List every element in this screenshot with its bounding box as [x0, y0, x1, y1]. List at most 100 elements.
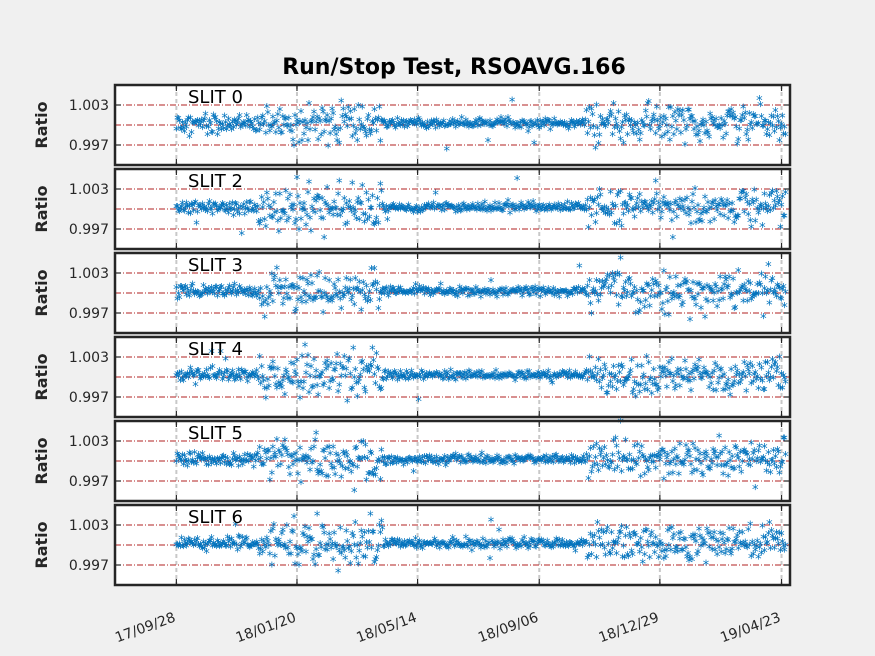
data-point: * [500, 117, 507, 132]
data-point: * [207, 204, 214, 219]
x-tick-label: 18/01/20 [234, 610, 299, 647]
data-point: * [443, 145, 450, 160]
data-point: * [198, 116, 205, 131]
data-point: * [251, 288, 258, 303]
panel-slit-1: ****************************************… [32, 167, 792, 251]
data-point: * [591, 131, 598, 146]
data-point: * [279, 283, 286, 298]
data-point: * [645, 99, 652, 114]
data-point: * [514, 287, 521, 302]
data-point: * [437, 119, 444, 134]
data-point: * [659, 208, 666, 223]
data-point: * [406, 287, 413, 302]
data-point: * [602, 122, 609, 137]
data-point: * [323, 200, 330, 215]
data-point: * [536, 284, 543, 299]
data-point: * [493, 119, 500, 134]
data-point: * [699, 119, 706, 134]
data-point: * [496, 287, 503, 302]
data-point: * [659, 132, 666, 147]
data-point: * [399, 203, 406, 218]
data-point: * [449, 118, 456, 133]
data-point: * [544, 206, 551, 221]
data-point: * [627, 194, 634, 209]
data-point: * [529, 122, 536, 137]
data-point: * [455, 206, 462, 221]
data-point: * [439, 289, 446, 304]
y-axis-label: Ratio [32, 437, 51, 484]
data-point: * [211, 113, 218, 128]
data-point: * [389, 116, 396, 131]
data-point: * [718, 114, 725, 129]
data-point: * [334, 292, 341, 307]
panel-border [113, 167, 792, 251]
data-point: * [267, 127, 274, 142]
data-point: * [257, 294, 264, 309]
data-point: * [344, 218, 351, 233]
data-point: * [576, 202, 583, 217]
data-point: * [204, 207, 211, 222]
data-point: * [655, 117, 662, 132]
data-point: * [303, 123, 310, 138]
data-point: * [177, 123, 184, 138]
data-point: * [599, 205, 606, 220]
data-point: * [628, 116, 635, 131]
data-point: * [352, 206, 359, 221]
data-point: * [176, 207, 183, 222]
data-point: * [224, 122, 231, 137]
data-point: * [697, 137, 704, 152]
data-point: * [391, 286, 398, 301]
data-point: * [770, 113, 777, 128]
data-point: * [441, 205, 448, 220]
data-point: * [177, 282, 184, 297]
data-point: * [413, 202, 420, 217]
data-point: * [312, 294, 319, 309]
data-point: * [209, 288, 216, 303]
data-point: * [200, 204, 207, 219]
data-point: * [321, 233, 328, 248]
data-point: * [401, 204, 408, 219]
data-point: * [601, 202, 608, 217]
data-point: * [750, 110, 757, 125]
data-point: * [284, 121, 291, 136]
data-point: * [426, 120, 433, 135]
data-point: * [240, 118, 247, 133]
data-point: * [362, 128, 369, 143]
data-point: * [462, 203, 469, 218]
data-point: * [325, 202, 332, 217]
data-point: * [671, 130, 678, 145]
data-point: * [326, 209, 333, 224]
data-point: * [280, 112, 287, 127]
data-point: * [719, 121, 726, 136]
data-point: * [660, 118, 667, 133]
data-point: * [185, 209, 192, 224]
data-point: * [300, 274, 307, 289]
data-point: * [735, 135, 742, 150]
data-point: * [397, 121, 404, 136]
data-point: * [741, 208, 748, 223]
data-point: * [574, 119, 581, 134]
data-point: * [189, 280, 196, 295]
data-point: * [262, 215, 269, 230]
data-point: * [193, 118, 200, 133]
data-point: * [419, 285, 426, 300]
data-point: * [248, 119, 255, 134]
data-point: * [379, 116, 386, 131]
data-point: * [711, 215, 718, 230]
data-point: * [448, 120, 455, 135]
data-point: * [479, 200, 486, 215]
data-point: * [449, 288, 456, 303]
data-point: * [224, 287, 231, 302]
data-point: * [523, 203, 530, 218]
data-point: * [717, 210, 724, 225]
data-point: * [242, 290, 249, 305]
data-point: * [568, 116, 575, 131]
data-point: * [637, 129, 644, 144]
data-point: * [316, 193, 323, 208]
data-point: * [573, 200, 580, 215]
y-axis-label: Ratio [32, 353, 51, 400]
data-point: * [223, 125, 230, 140]
data-point: * [255, 113, 262, 128]
data-point: * [702, 193, 709, 208]
data-point: * [379, 199, 386, 214]
